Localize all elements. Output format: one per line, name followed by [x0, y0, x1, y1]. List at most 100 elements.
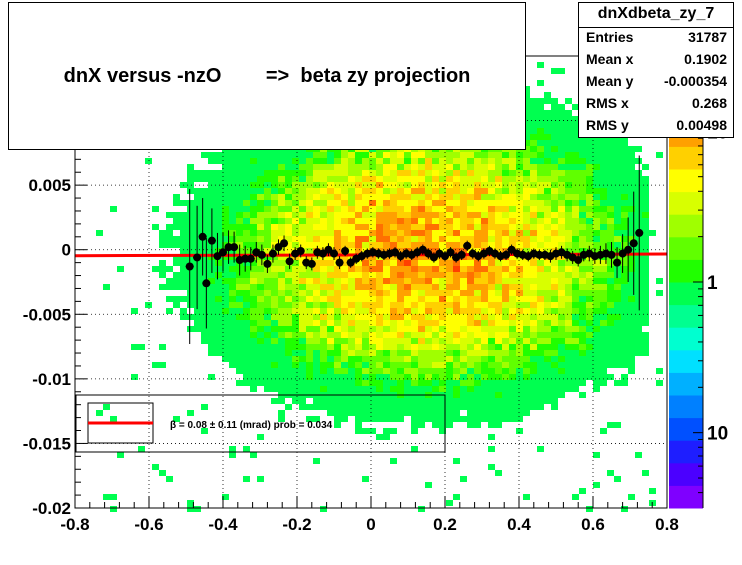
heatmap-cell [271, 218, 278, 224]
heatmap-cell [481, 242, 488, 248]
heatmap-cell [509, 356, 516, 362]
heatmap-cell [236, 212, 243, 218]
heatmap-cell [509, 188, 516, 194]
heatmap-cell [383, 182, 390, 188]
heatmap-cell [264, 296, 271, 302]
heatmap-cell [425, 284, 432, 290]
heatmap-cell [362, 296, 369, 302]
heatmap-cell [481, 320, 488, 326]
heatmap-cell [278, 410, 285, 416]
heatmap-cell [383, 212, 390, 218]
heatmap-cell [481, 332, 488, 338]
heatmap-cell [173, 278, 180, 284]
heatmap-cell [600, 380, 607, 386]
heatmap-cell [334, 410, 341, 416]
heatmap-cell [544, 134, 551, 140]
heatmap-cell [194, 314, 201, 320]
heatmap-cell [341, 158, 348, 164]
heatmap-cell [593, 374, 600, 380]
heatmap-cell [439, 284, 446, 290]
heatmap-cell [250, 380, 257, 386]
heatmap-cell [250, 206, 257, 212]
heatmap-cell [642, 338, 649, 344]
heatmap-cell [460, 248, 467, 254]
heatmap-cell [397, 332, 404, 338]
heatmap-cell [292, 386, 299, 392]
heatmap-cell [488, 392, 495, 398]
heatmap-cell [509, 164, 516, 170]
heatmap-cell [278, 326, 285, 332]
heatmap-cell [453, 458, 460, 464]
heatmap-cell [502, 230, 509, 236]
heatmap-cell [201, 224, 208, 230]
heatmap-cell [327, 350, 334, 356]
heatmap-cell [376, 434, 383, 440]
heatmap-cell [390, 284, 397, 290]
heatmap-cell [579, 206, 586, 212]
heatmap-cell [369, 368, 376, 374]
heatmap-cell [558, 110, 565, 116]
heatmap-cell [481, 314, 488, 320]
heatmap-cell [208, 200, 215, 206]
heatmap-cell [383, 356, 390, 362]
heatmap-cell [586, 152, 593, 158]
heatmap-cell [551, 314, 558, 320]
heatmap-cell [509, 194, 516, 200]
heatmap-cell [642, 212, 649, 218]
heatmap-cell [362, 284, 369, 290]
heatmap-cell [551, 194, 558, 200]
heatmap-cell [551, 152, 558, 158]
heatmap-cell [418, 326, 425, 332]
heatmap-cell [495, 242, 502, 248]
heatmap-cell [257, 476, 264, 482]
heatmap-cell [551, 170, 558, 176]
heatmap-cell [495, 326, 502, 332]
heatmap-cell [467, 206, 474, 212]
heatmap-cell [425, 158, 432, 164]
heatmap-cell [530, 398, 537, 404]
heatmap-cell [607, 194, 614, 200]
heatmap-cell [229, 170, 236, 176]
heatmap-cell [635, 242, 642, 248]
heatmap-cell [411, 182, 418, 188]
heatmap-cell [229, 248, 236, 254]
heatmap-cell [537, 284, 544, 290]
heatmap-cell [229, 152, 236, 158]
heatmap-cell [460, 356, 467, 362]
heatmap-cell [320, 176, 327, 182]
heatmap-cell [201, 284, 208, 290]
heatmap-cell [243, 290, 250, 296]
heatmap-cell [355, 410, 362, 416]
heatmap-cell [327, 338, 334, 344]
heatmap-cell [509, 344, 516, 350]
heatmap-cell [250, 356, 257, 362]
heatmap-cell [537, 152, 544, 158]
heatmap-cell [481, 386, 488, 392]
heatmap-cell [243, 356, 250, 362]
heatmap-cell [215, 260, 222, 266]
heatmap-cell [614, 170, 621, 176]
heatmap-cell [222, 290, 229, 296]
heatmap-cell [544, 392, 551, 398]
heatmap-cell [579, 278, 586, 284]
heatmap-cell [313, 356, 320, 362]
heatmap-cell [558, 128, 565, 134]
heatmap-cell [187, 188, 194, 194]
heatmap-cell [628, 176, 635, 182]
heatmap-cell [530, 182, 537, 188]
heatmap-cell [635, 200, 642, 206]
heatmap-cell [201, 338, 208, 344]
heatmap-cell [229, 362, 236, 368]
heatmap-cell [180, 242, 187, 248]
heatmap-cell [474, 206, 481, 212]
heatmap-cell [390, 356, 397, 362]
heatmap-cell [481, 170, 488, 176]
heatmap-cell [348, 290, 355, 296]
heatmap-cell [544, 98, 551, 104]
heatmap-cell [180, 212, 187, 218]
heatmap-cell [530, 350, 537, 356]
heatmap-cell [418, 302, 425, 308]
heatmap-cell [600, 260, 607, 266]
heatmap-cell [243, 200, 250, 206]
heatmap-cell [579, 260, 586, 266]
